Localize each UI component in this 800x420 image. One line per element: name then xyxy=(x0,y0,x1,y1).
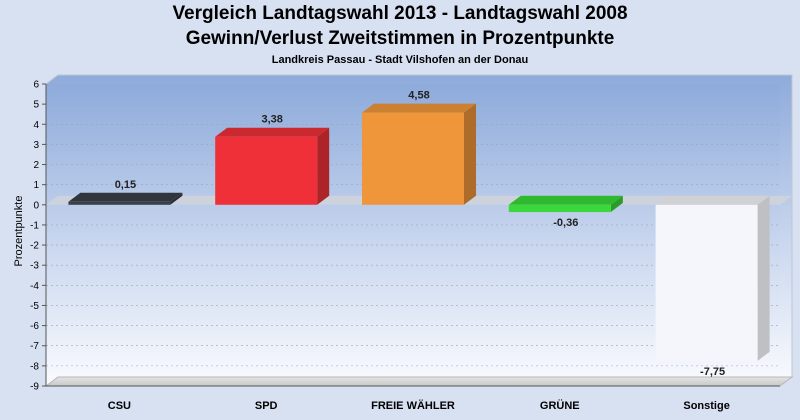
y-tick-label: -7 xyxy=(30,341,39,352)
x-tick-label: FREIE WÄHLER xyxy=(371,399,455,412)
y-tick-label: 6 xyxy=(33,80,39,91)
bar-front xyxy=(508,204,611,213)
bar-top xyxy=(508,195,623,205)
bar-side xyxy=(610,195,623,213)
bar-top xyxy=(68,192,183,202)
x-tick-label: CSU xyxy=(108,400,131,412)
bar-front xyxy=(362,112,464,205)
chart-subtitle: Gewinn/Verlust Zweitstimmen in Prozentpu… xyxy=(185,28,615,49)
chart-caption: Landkreis Passau - Stadt Vilshofen an de… xyxy=(271,54,529,66)
bar-side xyxy=(464,103,476,205)
data-label: 0,15 xyxy=(115,179,136,191)
bar-freie-wähler xyxy=(362,103,476,205)
bar-top xyxy=(362,103,476,113)
bar-spd xyxy=(215,127,330,205)
bar-front xyxy=(215,136,318,205)
bar-sonstige xyxy=(655,195,770,361)
bar-csu xyxy=(68,192,183,205)
y-tick-label: -9 xyxy=(30,382,39,393)
x-tick-label: Sonstige xyxy=(683,400,729,412)
bar-front xyxy=(655,204,758,361)
y-tick-label: -2 xyxy=(30,241,39,252)
data-label: 3,38 xyxy=(261,114,282,126)
y-tick-label: 5 xyxy=(33,100,39,111)
bar-side xyxy=(317,127,330,205)
data-label: -0,36 xyxy=(553,217,578,229)
bar-front xyxy=(68,201,171,205)
y-tick-label: 4 xyxy=(33,120,39,131)
chart-title: Vergleich Landtagswahl 2013 - Landtagswa… xyxy=(172,3,628,24)
plot-floor xyxy=(44,376,794,387)
bar-grüne xyxy=(508,195,623,213)
bar-side xyxy=(170,192,183,205)
y-tick-label: -8 xyxy=(30,361,39,372)
bar-top xyxy=(655,195,770,205)
y-tick-label: -3 xyxy=(30,261,39,272)
data-label: -7,75 xyxy=(700,366,725,378)
y-tick-label: 1 xyxy=(33,180,39,191)
y-tick-label: 2 xyxy=(33,160,39,171)
y-tick-label: 0 xyxy=(33,200,39,211)
bar-top xyxy=(215,127,330,137)
x-tick-label: SPD xyxy=(255,400,278,412)
y-tick-label: 3 xyxy=(33,140,39,151)
bar-side xyxy=(757,195,770,361)
x-tick-label: GRÜNE xyxy=(540,399,580,412)
data-label: 4,58 xyxy=(408,90,429,102)
y-tick-label: -5 xyxy=(30,301,39,312)
y-tick-label: -1 xyxy=(30,220,39,231)
y-tick-label: -4 xyxy=(30,281,39,292)
y-tick-label: -6 xyxy=(30,321,39,332)
